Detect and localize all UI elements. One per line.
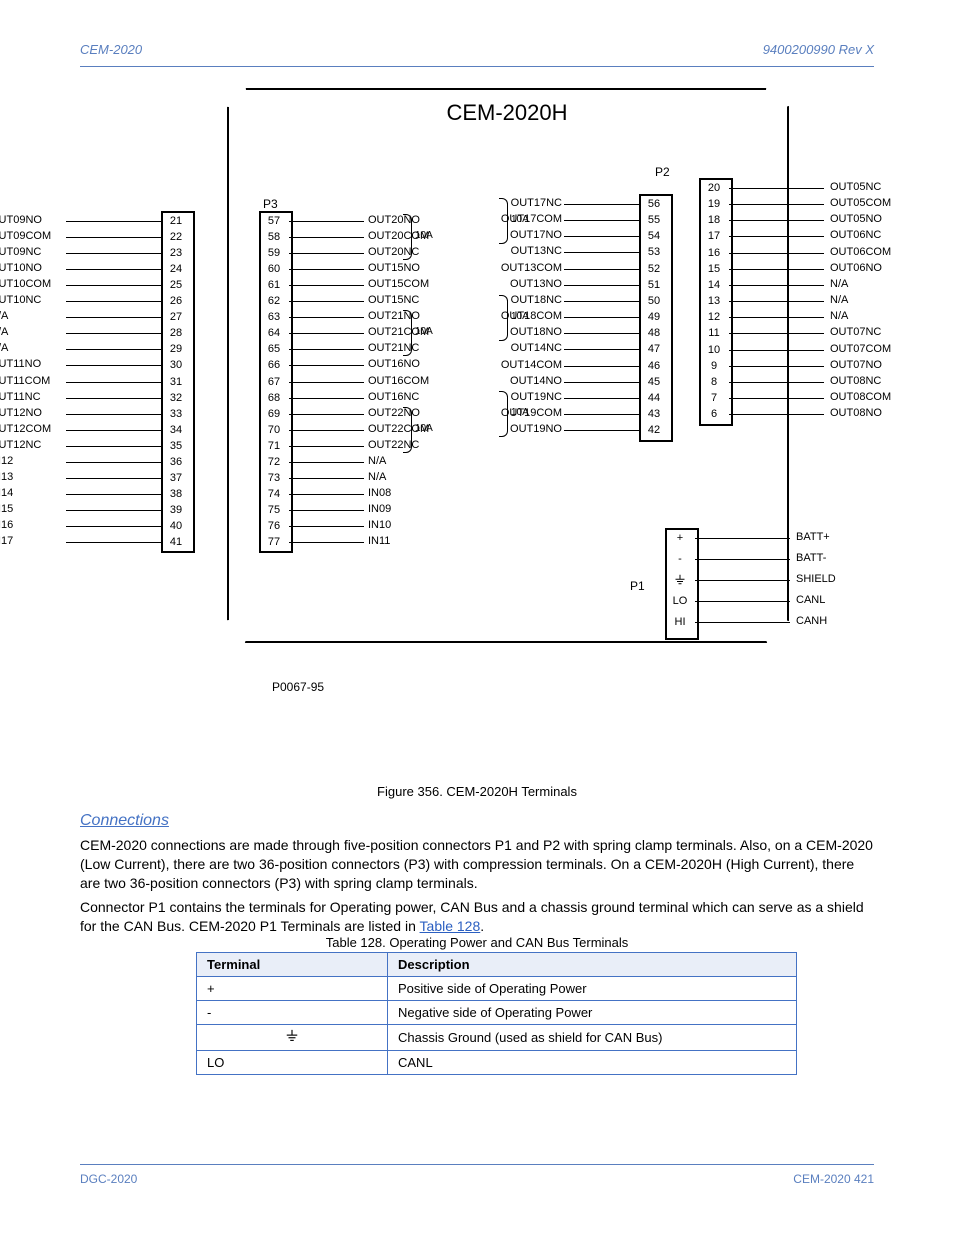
page: CEM-20209400200990 Rev XCEM-2020HP2P3P12… (0, 0, 954, 1235)
